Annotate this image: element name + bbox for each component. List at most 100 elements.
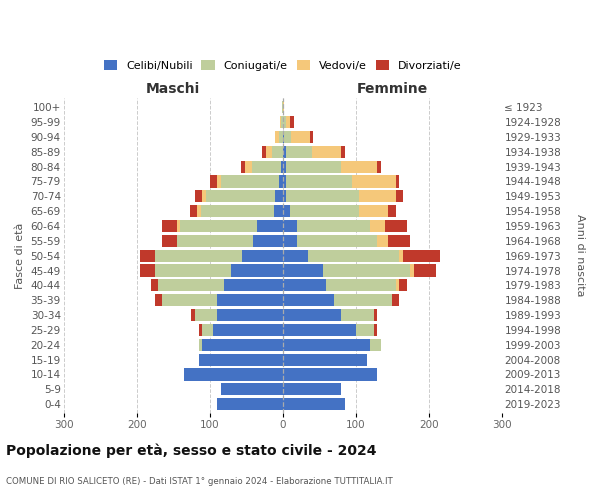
- Bar: [359, 190, 396, 202]
- Bar: [410, 264, 414, 276]
- Bar: [279, 176, 283, 188]
- Bar: [162, 294, 217, 306]
- Bar: [283, 324, 356, 336]
- Bar: [283, 264, 323, 276]
- Y-axis label: Fasce di età: Fasce di età: [15, 222, 25, 289]
- Bar: [283, 146, 286, 158]
- Bar: [253, 235, 283, 247]
- Bar: [162, 235, 177, 247]
- Bar: [199, 354, 283, 366]
- Bar: [195, 309, 217, 321]
- Bar: [140, 264, 155, 276]
- Bar: [400, 250, 403, 262]
- Bar: [283, 220, 297, 232]
- Bar: [283, 190, 286, 202]
- Bar: [370, 338, 381, 351]
- Bar: [286, 146, 312, 158]
- Bar: [341, 160, 377, 172]
- Bar: [323, 264, 410, 276]
- Bar: [275, 131, 279, 143]
- Bar: [221, 383, 283, 396]
- Bar: [297, 220, 370, 232]
- Bar: [352, 176, 396, 188]
- Bar: [202, 324, 213, 336]
- Bar: [224, 280, 283, 291]
- Legend: Celibi/Nubili, Coniugati/e, Vedovi/e, Divorziati/e: Celibi/Nubili, Coniugati/e, Vedovi/e, Di…: [104, 60, 461, 70]
- Bar: [374, 324, 377, 336]
- Bar: [283, 294, 334, 306]
- Bar: [177, 235, 253, 247]
- Text: Popolazione per età, sesso e stato civile - 2024: Popolazione per età, sesso e stato civil…: [6, 443, 377, 458]
- Bar: [286, 190, 359, 202]
- Bar: [245, 160, 252, 172]
- Bar: [201, 205, 274, 218]
- Bar: [326, 280, 396, 291]
- Bar: [283, 176, 286, 188]
- Bar: [392, 294, 400, 306]
- Bar: [388, 235, 410, 247]
- Bar: [283, 338, 370, 351]
- Bar: [197, 205, 201, 218]
- Bar: [217, 398, 283, 410]
- Bar: [283, 205, 290, 218]
- Bar: [155, 264, 232, 276]
- Bar: [283, 160, 286, 172]
- Bar: [283, 250, 308, 262]
- Bar: [286, 116, 290, 128]
- Bar: [283, 235, 297, 247]
- Bar: [414, 264, 436, 276]
- Bar: [283, 116, 286, 128]
- Bar: [312, 146, 341, 158]
- Bar: [195, 190, 202, 202]
- Bar: [177, 220, 181, 232]
- Bar: [283, 131, 284, 143]
- Bar: [374, 309, 377, 321]
- Bar: [190, 205, 197, 218]
- Bar: [213, 324, 283, 336]
- Bar: [155, 294, 162, 306]
- Bar: [217, 294, 283, 306]
- Bar: [257, 220, 283, 232]
- Bar: [403, 250, 440, 262]
- Bar: [275, 190, 283, 202]
- Bar: [341, 146, 344, 158]
- Bar: [206, 190, 275, 202]
- Bar: [334, 294, 392, 306]
- Bar: [396, 176, 400, 188]
- Bar: [262, 146, 266, 158]
- Bar: [377, 235, 388, 247]
- Bar: [202, 338, 283, 351]
- Bar: [283, 354, 367, 366]
- Bar: [281, 116, 283, 128]
- Bar: [191, 309, 195, 321]
- Bar: [217, 176, 221, 188]
- Bar: [274, 205, 283, 218]
- Bar: [162, 220, 177, 232]
- Bar: [140, 250, 155, 262]
- Bar: [297, 235, 377, 247]
- Bar: [283, 368, 377, 380]
- Bar: [308, 250, 400, 262]
- Bar: [232, 264, 283, 276]
- Bar: [286, 176, 352, 188]
- Bar: [221, 176, 279, 188]
- Bar: [284, 131, 292, 143]
- Bar: [199, 324, 202, 336]
- Bar: [241, 160, 245, 172]
- Bar: [184, 368, 283, 380]
- Bar: [396, 190, 403, 202]
- Y-axis label: Anni di nascita: Anni di nascita: [575, 214, 585, 297]
- Bar: [283, 383, 341, 396]
- Bar: [388, 205, 396, 218]
- Bar: [209, 176, 217, 188]
- Bar: [283, 101, 284, 114]
- Text: Femmine: Femmine: [356, 82, 428, 96]
- Bar: [217, 309, 283, 321]
- Bar: [290, 205, 359, 218]
- Bar: [292, 131, 310, 143]
- Bar: [158, 280, 224, 291]
- Bar: [370, 220, 385, 232]
- Bar: [272, 146, 283, 158]
- Bar: [290, 116, 293, 128]
- Bar: [310, 131, 313, 143]
